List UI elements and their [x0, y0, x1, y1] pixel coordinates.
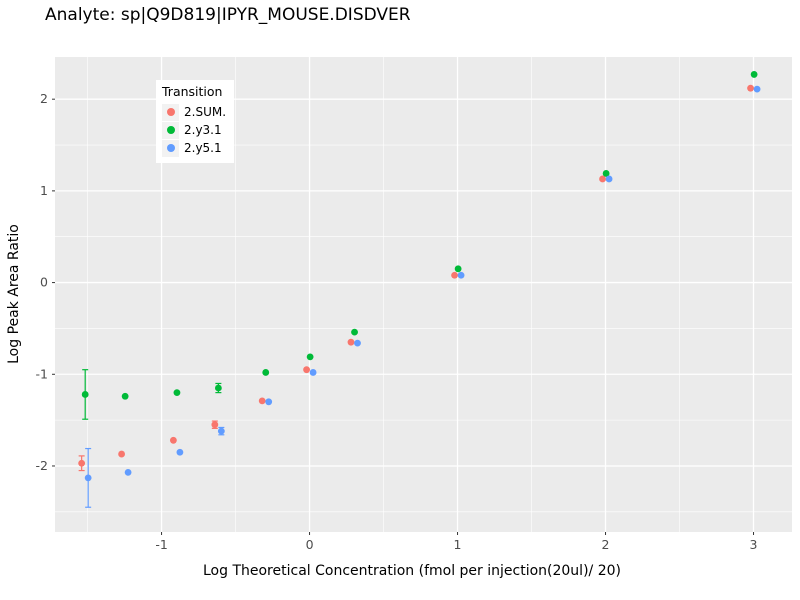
data-point [118, 450, 125, 458]
x-tick-label: -1 [155, 537, 167, 552]
data-point [351, 328, 358, 336]
y-tick-label: 2 [40, 91, 48, 106]
data-point [262, 369, 270, 376]
data-point [258, 397, 266, 405]
data-point [84, 474, 92, 482]
data-point [354, 339, 361, 347]
x-tick-label: 1 [454, 537, 462, 552]
y-tick-label: -2 [36, 458, 48, 473]
data-point [81, 391, 89, 398]
data-point [265, 398, 273, 406]
legend-label: 2.y5.1 [184, 141, 222, 155]
data-point [750, 71, 758, 78]
data-point [121, 392, 129, 400]
legend: Transition 2.SUM. 2.y3.1 2.y5.1 [156, 80, 235, 163]
legend-label: 2.y3.1 [184, 123, 222, 137]
data-point [457, 271, 465, 279]
y-tick-label: 0 [40, 275, 48, 290]
x-tick-label: 2 [602, 537, 610, 552]
data-point [347, 338, 355, 346]
data-point [747, 84, 754, 92]
data-point [309, 369, 317, 376]
data-point [451, 271, 458, 279]
data-point [169, 436, 177, 444]
data-point [602, 170, 610, 177]
data-point [214, 384, 222, 392]
x-tick-label: 3 [750, 537, 758, 552]
x-axis-label: Log Theoretical Concentration (fmol per … [203, 563, 621, 579]
data-point [78, 459, 86, 467]
legend-item: 2.y3.1 [162, 121, 226, 139]
data-point [176, 448, 184, 456]
legend-item: 2.SUM. [162, 103, 226, 121]
page-title: Analyte: sp|Q9D819|IPYR_MOUSE.DISDVER [45, 5, 411, 25]
data-point [454, 265, 462, 273]
data-point [303, 366, 310, 374]
y-tick-label: -1 [36, 366, 48, 381]
legend-key [162, 139, 179, 157]
y-tick-label: 1 [40, 183, 48, 198]
data-point [217, 427, 225, 435]
legend-label: 2.SUM. [184, 105, 227, 119]
legend-dot-icon [166, 126, 175, 134]
legend-rows: 2.SUM. 2.y3.1 2.y5.1 [162, 103, 226, 157]
legend-key [162, 121, 179, 139]
data-point [211, 421, 219, 429]
legend-title: Transition [162, 84, 223, 99]
data-point [753, 85, 761, 93]
data-point [599, 175, 606, 183]
legend-dot-icon [166, 108, 175, 116]
legend-key [162, 103, 179, 121]
x-tick-label: 0 [306, 537, 314, 552]
data-point [306, 353, 314, 361]
data-point [173, 389, 181, 397]
legend-item: 2.y5.1 [162, 139, 226, 157]
data-point [605, 175, 613, 183]
legend-dot-icon [166, 144, 175, 152]
data-point [124, 468, 132, 476]
